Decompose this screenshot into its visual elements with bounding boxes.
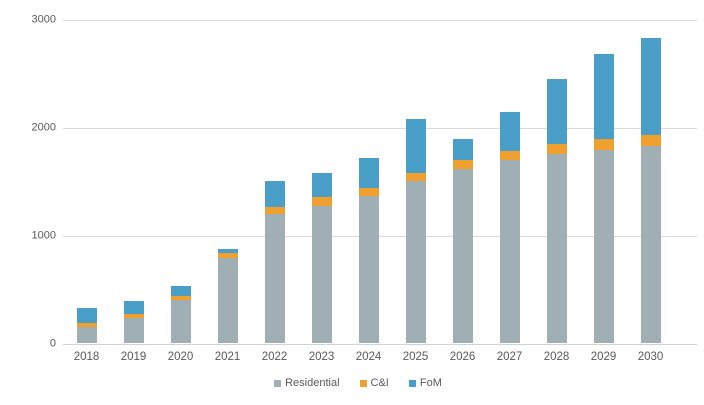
gridline-3000 — [63, 20, 697, 21]
bar-segment-2025-fom — [405, 119, 426, 174]
bar-2020 — [170, 285, 191, 343]
bar-2027 — [499, 111, 520, 343]
legend-label: Residential — [285, 377, 340, 389]
bar-segment-2023-c-i — [311, 196, 332, 206]
bar-segment-2030-fom — [640, 38, 661, 136]
bar-segment-2028-residential — [546, 154, 567, 343]
x-tick-label-2023: 2023 — [308, 351, 335, 363]
bar-segment-2030-residential — [640, 146, 661, 343]
bar-segment-2027-c-i — [499, 150, 520, 161]
y-tick-label-0: 0 — [49, 337, 56, 350]
bar-segment-2029-c-i — [593, 138, 614, 150]
bar-segment-2026-residential — [452, 169, 473, 343]
bar-segment-2029-fom — [593, 53, 614, 139]
x-tick-label-2028: 2028 — [543, 351, 570, 363]
x-tick-label-2025: 2025 — [402, 351, 429, 363]
bar-segment-2028-fom — [546, 79, 567, 145]
bar-2023 — [311, 173, 332, 343]
bar-segment-2027-residential — [499, 160, 520, 343]
bar-segment-2027-fom — [499, 111, 520, 151]
legend-item-fom: FoM — [408, 377, 442, 389]
bar-segment-2019-residential — [123, 318, 144, 343]
bar-segment-2022-fom — [264, 181, 285, 207]
bar-segment-2020-fom — [170, 285, 191, 297]
bar-segment-2021-residential — [217, 257, 238, 343]
bar-segment-2026-c-i — [452, 159, 473, 170]
gridline-1000 — [63, 236, 697, 237]
legend-item-residential: Residential — [274, 377, 340, 389]
gridline-0 — [63, 344, 697, 345]
legend-swatch-icon — [274, 379, 282, 387]
bar-segment-2022-c-i — [264, 206, 285, 215]
x-tick-label-2024: 2024 — [355, 351, 382, 363]
bar-segment-2018-fom — [76, 307, 97, 324]
bar-segment-2020-residential — [170, 299, 191, 343]
bar-2025 — [405, 119, 426, 343]
legend-swatch-icon — [408, 379, 416, 387]
bar-segment-2019-fom — [123, 301, 144, 314]
bar-2021 — [217, 248, 238, 344]
x-tick-label-2027: 2027 — [496, 351, 523, 363]
bar-segment-2025-residential — [405, 181, 426, 343]
bar-segment-2021-fom — [217, 248, 238, 253]
bar-2030 — [640, 38, 661, 343]
bar-segment-2028-c-i — [546, 144, 567, 154]
x-tick-label-2018: 2018 — [73, 351, 100, 363]
x-tick-label-2021: 2021 — [214, 351, 241, 363]
x-tick-label-2030: 2030 — [637, 351, 664, 363]
x-tick-label-2019: 2019 — [120, 351, 147, 363]
bar-segment-2019-c-i — [123, 313, 144, 319]
x-tick-label-2026: 2026 — [449, 351, 476, 363]
bar-2028 — [546, 79, 567, 343]
bar-segment-2024-residential — [358, 196, 379, 343]
bar-2018 — [76, 307, 97, 343]
bar-segment-2022-residential — [264, 214, 285, 343]
y-tick-label-2000: 2000 — [31, 121, 56, 134]
bar-2029 — [593, 53, 614, 343]
bar-segment-2020-c-i — [170, 296, 191, 300]
legend-label: FoM — [419, 377, 442, 389]
legend: Residential C&I FoM — [6, 377, 704, 389]
bar-segment-2029-residential — [593, 149, 614, 343]
bar-segment-2024-c-i — [358, 188, 379, 197]
x-tick-label-2020: 2020 — [167, 351, 194, 363]
bar-2019 — [123, 301, 144, 343]
bar-segment-2018-residential — [76, 326, 97, 343]
x-tick-label-2029: 2029 — [590, 351, 617, 363]
bar-segment-2026-fom — [452, 138, 473, 160]
legend-item-c-i: C&I — [359, 377, 389, 389]
bar-segment-2025-c-i — [405, 173, 426, 181]
bar-segment-2018-c-i — [76, 323, 97, 327]
gridline-2000 — [63, 128, 697, 129]
bar-2024 — [358, 158, 379, 343]
y-tick-label-1000: 1000 — [31, 229, 56, 242]
x-axis-labels: 2018 2019 2020 2021 2022 2023 2024 2025 2026 2027… — [63, 351, 697, 367]
bar-2026 — [452, 138, 473, 343]
bar-2022 — [264, 181, 285, 343]
bar-segment-2021-c-i — [217, 252, 238, 258]
bar-segment-2023-residential — [311, 205, 332, 343]
bar-segment-2024-fom — [358, 158, 379, 189]
legend-swatch-icon — [359, 379, 367, 387]
x-tick-label-2022: 2022 — [261, 351, 288, 363]
plot-area — [63, 20, 697, 345]
y-tick-label-3000: 3000 — [31, 13, 56, 26]
legend-label: C&I — [370, 377, 389, 389]
bar-segment-2023-fom — [311, 173, 332, 197]
bar-segment-2030-c-i — [640, 135, 661, 147]
